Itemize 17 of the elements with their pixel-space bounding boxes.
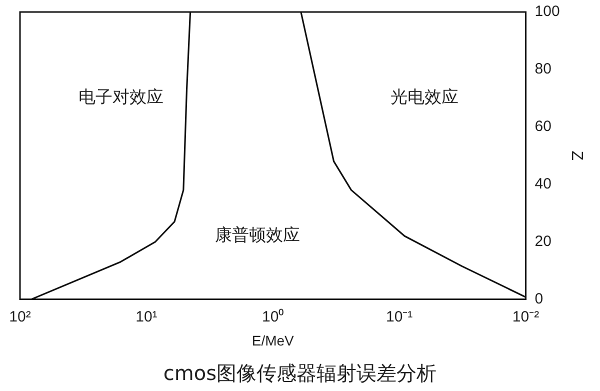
text: cmos图像传感器辐射误差分析 — [162, 360, 438, 387]
y-tick-label: 100 — [534, 3, 560, 20]
y-tick-label: 80 — [534, 60, 552, 78]
x-tick-label: 10² — [9, 308, 31, 326]
y-axis-title: Z — [568, 150, 585, 161]
x-tick-label: 10⁻¹ — [386, 308, 413, 326]
y-tick-label: 40 — [534, 175, 552, 192]
x-axis-title: E/MeV — [252, 332, 295, 348]
y-tick-label: 20 — [534, 232, 552, 250]
y-tick-label: 60 — [534, 118, 552, 136]
annotation: 电子对效应 — [78, 88, 164, 108]
x-tick-label: 10⁻² — [512, 308, 540, 326]
x-tick-label: 10¹ — [136, 308, 158, 326]
annotation: 康普顿效应 — [215, 225, 300, 246]
annotation: 光电效应 — [390, 88, 459, 108]
y-tick-label: 0 — [534, 290, 544, 308]
x-tick-label: 10⁰ — [262, 308, 284, 326]
